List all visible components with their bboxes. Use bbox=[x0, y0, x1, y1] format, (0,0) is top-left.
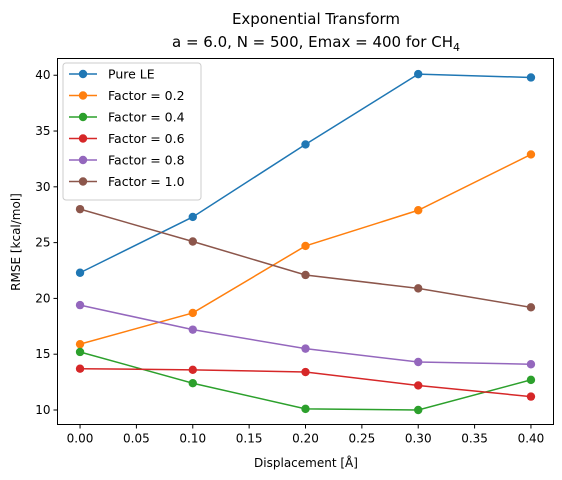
data-point bbox=[75, 300, 85, 310]
y-tick-label: 30 bbox=[35, 180, 50, 194]
legend-marker bbox=[78, 91, 88, 100]
data-point bbox=[526, 73, 536, 82]
legend-marker bbox=[78, 69, 88, 79]
legend-marker bbox=[78, 112, 88, 122]
data-point bbox=[526, 150, 536, 159]
chart-title-line2-subscript: 4 bbox=[453, 41, 460, 54]
series-3 bbox=[75, 364, 536, 401]
data-point bbox=[75, 364, 85, 373]
data-point bbox=[414, 381, 423, 390]
legend-label: Factor = 0.6 bbox=[108, 131, 185, 146]
y-tick-label: 35 bbox=[35, 124, 50, 138]
data-point bbox=[188, 379, 197, 388]
y-tick-label: 40 bbox=[35, 68, 50, 82]
data-point bbox=[526, 360, 536, 369]
x-tick-label: 0.05 bbox=[123, 432, 150, 446]
series-line bbox=[79, 304, 531, 365]
legend-marker bbox=[78, 177, 88, 186]
x-tick-label: 0.15 bbox=[236, 432, 263, 446]
data-point bbox=[414, 284, 423, 293]
series-4 bbox=[75, 300, 536, 369]
legend-item: Factor = 0.6 bbox=[69, 131, 185, 146]
data-point bbox=[188, 365, 197, 375]
data-point bbox=[414, 405, 423, 415]
legend-label: Factor = 0.8 bbox=[108, 153, 185, 168]
data-point bbox=[414, 357, 423, 367]
data-point bbox=[75, 339, 85, 349]
x-axis-label: Displacement [Å] bbox=[254, 455, 358, 470]
x-tick-label: 0.35 bbox=[461, 432, 488, 446]
series-line bbox=[79, 208, 532, 309]
legend-label: Factor = 1.0 bbox=[108, 174, 185, 189]
data-point bbox=[188, 212, 197, 222]
legend-label: Pure LE bbox=[108, 67, 155, 82]
chart-title-line1: Exponential Transform bbox=[232, 10, 400, 28]
x-tick-label: 0.30 bbox=[405, 432, 432, 446]
series-0 bbox=[75, 69, 536, 277]
x-tick-label: 0.25 bbox=[349, 432, 376, 446]
legend-label: Factor = 0.4 bbox=[108, 110, 185, 125]
y-tick-label: 10 bbox=[35, 403, 50, 417]
data-point bbox=[414, 69, 423, 79]
plot-frame bbox=[57, 58, 554, 425]
series-2 bbox=[75, 347, 536, 415]
x-tick-label: 0.10 bbox=[179, 432, 206, 446]
data-point bbox=[301, 140, 310, 149]
ticks-layer: 0.00 0.05 0.10 0.15 0.20 0.25 0.30 0.35 0.40 10 15… bbox=[35, 68, 544, 445]
legend-box bbox=[62, 62, 202, 201]
x-tick-label: 0.00 bbox=[67, 432, 94, 446]
legend-label: Factor = 0.2 bbox=[108, 88, 185, 103]
data-point bbox=[75, 347, 85, 357]
data-point bbox=[526, 303, 536, 312]
data-point bbox=[188, 308, 197, 318]
data-point bbox=[301, 241, 310, 251]
data-point bbox=[526, 392, 536, 401]
y-tick-label: 20 bbox=[35, 291, 50, 305]
data-point bbox=[526, 375, 536, 385]
data-point bbox=[188, 237, 197, 246]
legend-item: Factor = 0.2 bbox=[69, 88, 185, 103]
series-5 bbox=[75, 204, 536, 312]
data-point bbox=[301, 367, 310, 377]
y-tick-label: 25 bbox=[35, 236, 50, 250]
legend-item: Pure LE bbox=[69, 67, 155, 82]
series-layer bbox=[75, 69, 536, 415]
y-tick-label: 15 bbox=[35, 347, 50, 361]
legend-marker bbox=[78, 155, 88, 165]
chart-title-line2: a = 6.0, N = 500, Emax = 400 for CH4 bbox=[172, 33, 460, 54]
legend-marker bbox=[78, 134, 88, 143]
data-point bbox=[414, 206, 423, 215]
data-point bbox=[301, 344, 310, 353]
data-point bbox=[301, 270, 310, 280]
series-1 bbox=[75, 150, 536, 349]
y-axis-label: RMSE [kcal/mol] bbox=[9, 193, 23, 291]
x-tick-label: 0.40 bbox=[518, 432, 545, 446]
legend-item: Factor = 1.0 bbox=[69, 174, 185, 189]
legend: Pure LE Factor = 0.2 Factor = 0.4 Factor = … bbox=[62, 62, 202, 201]
data-point bbox=[75, 204, 85, 214]
chart-title-line2-main: a = 6.0, N = 500, Emax = 400 for CH bbox=[172, 33, 453, 51]
data-point bbox=[301, 404, 310, 414]
legend-item: Factor = 0.4 bbox=[69, 110, 185, 125]
data-point bbox=[75, 268, 85, 277]
series-line bbox=[79, 351, 532, 411]
legend-item: Factor = 0.8 bbox=[69, 153, 185, 168]
data-point bbox=[188, 325, 197, 334]
x-tick-label: 0.20 bbox=[292, 432, 319, 446]
